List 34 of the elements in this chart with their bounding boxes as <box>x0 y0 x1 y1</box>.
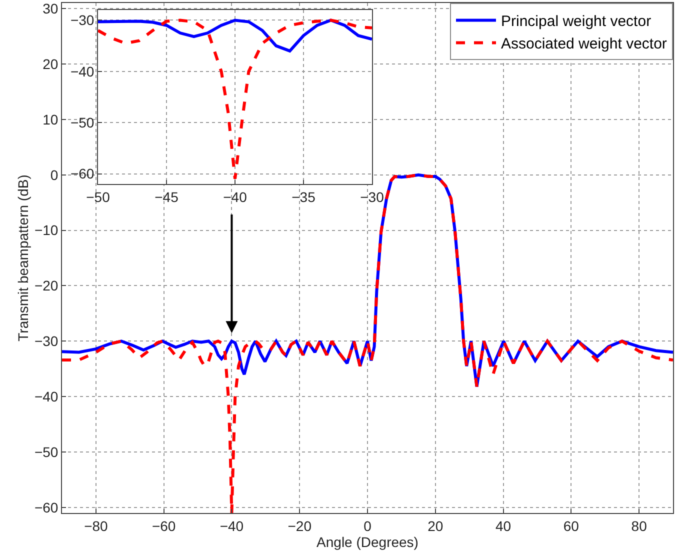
y-tick-label: 20 <box>42 56 58 72</box>
y-tick-label: −10 <box>34 222 58 238</box>
x-tick-label: −45 <box>154 188 179 205</box>
y-tick-label: −50 <box>70 114 94 130</box>
x-tick-label: 40 <box>495 518 512 534</box>
legend-label: Principal weight vector <box>501 13 652 30</box>
y-tick-label: −30 <box>34 333 58 350</box>
y-tick-label: 30 <box>42 0 58 16</box>
y-tick-label: −60 <box>34 499 58 516</box>
x-axis-title: Angle (Degrees) <box>316 534 418 550</box>
y-tick-label: −20 <box>34 278 58 294</box>
x-tick-label: −40 <box>223 188 248 205</box>
line-series <box>98 18 372 180</box>
x-tick-label: −60 <box>152 518 176 534</box>
x-tick-label: 0 <box>364 518 372 534</box>
x-tick-label: −40 <box>220 518 244 534</box>
y-axis-title: Transmit beampattern (dB) <box>15 174 32 342</box>
line-series <box>98 18 372 52</box>
y-tick-label: −60 <box>70 166 94 182</box>
y-tick-label: −40 <box>70 63 94 80</box>
y-tick-label: −40 <box>34 388 58 404</box>
x-tick-label: −50 <box>86 188 110 205</box>
y-tick-label: 0 <box>50 166 58 183</box>
x-tick-label: 20 <box>428 518 444 534</box>
x-tick-label: −35 <box>292 188 316 205</box>
x-tick-label: −30 <box>360 188 384 205</box>
x-tick-label: 80 <box>631 518 648 534</box>
x-tick-label: 60 <box>563 518 580 534</box>
x-tick-label: −20 <box>288 518 312 534</box>
y-tick-label: −30 <box>70 12 94 28</box>
legend-label: Associated weight vector <box>501 36 667 53</box>
y-tick-label: −50 <box>34 444 58 460</box>
x-tick-label: −80 <box>84 518 108 534</box>
y-tick-label: 10 <box>42 111 58 128</box>
